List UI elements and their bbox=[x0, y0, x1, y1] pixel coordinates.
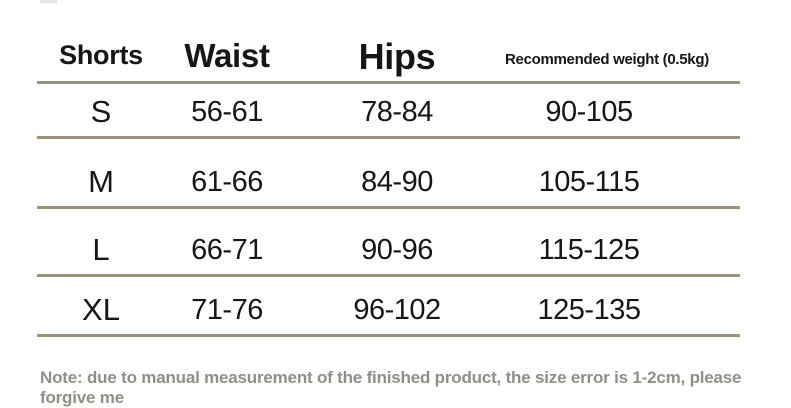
size-cell: S bbox=[90, 93, 112, 129]
column-header-shorts: Shorts bbox=[59, 39, 143, 70]
column-header-waist: Waist bbox=[184, 36, 270, 74]
top-edge-artifact bbox=[40, 0, 57, 3]
hips-cell: 84-90 bbox=[361, 165, 433, 198]
size-chart-table: Shorts Waist Hips Recommended weight (0.… bbox=[37, 20, 740, 337]
waist-cell: 61-66 bbox=[191, 165, 263, 198]
weight-cell: 115-125 bbox=[538, 233, 640, 266]
size-cell: XL bbox=[82, 291, 120, 327]
waist-cell: 71-76 bbox=[191, 293, 263, 326]
weight-cell: 105-115 bbox=[538, 165, 640, 198]
weight-cell: 90-105 bbox=[545, 95, 633, 128]
header-row: Shorts Waist Hips Recommended weight (0.… bbox=[37, 20, 740, 82]
column-header-weight: Recommended weight (0.5kg) bbox=[505, 50, 709, 68]
weight-cell: 125-135 bbox=[537, 293, 641, 326]
waist-cell: 66-71 bbox=[191, 233, 263, 266]
waist-cell: 56-61 bbox=[191, 95, 263, 128]
table-row-m: M 61-66 84-90 105-115 bbox=[37, 137, 740, 207]
table-row-l: L 66-71 90-96 115-125 bbox=[37, 207, 740, 275]
size-cell: M bbox=[88, 163, 114, 199]
hips-cell: 90-96 bbox=[361, 233, 433, 266]
hips-cell: 78-84 bbox=[361, 95, 433, 128]
table-row-s: S 56-61 78-84 90-105 bbox=[37, 82, 740, 137]
size-note: Note: due to manual measurement of the f… bbox=[40, 368, 742, 407]
size-cell: L bbox=[92, 231, 110, 267]
column-header-hips: Hips bbox=[358, 35, 436, 77]
table-row-xl: XL 71-76 96-102 125-135 bbox=[37, 275, 740, 335]
hips-cell: 96-102 bbox=[353, 293, 441, 326]
